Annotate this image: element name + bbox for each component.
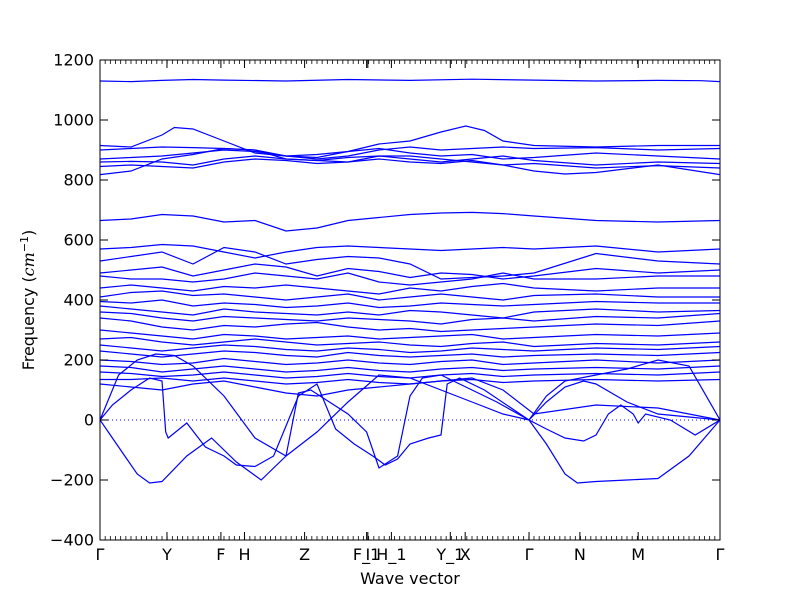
y-tick-label: 600 [63,231,94,250]
y-tick-label: 800 [63,171,94,190]
band-line-2 [100,125,720,157]
band-line-25 [100,371,720,379]
y-tick-label: 0 [84,411,94,430]
y-axis-label-text: Frequency ( [19,276,38,370]
plot-frame [99,59,721,541]
band-line-22 [100,350,720,358]
band-line-11 [100,263,720,280]
x-tick-label: I [365,545,370,564]
band-line-29 [100,374,530,484]
y-axis-label: Frequency (cm−1) [18,230,39,371]
x-tick-label: Γ [716,545,725,564]
x-tick-label: F_1 [353,545,380,565]
x-tick-label: Z [299,545,310,564]
band-line-13 [100,282,720,295]
y-tick-label: 200 [63,351,94,370]
x-tick-label: Y [161,545,172,564]
y-tick-label: 400 [63,291,94,310]
band-line-15 [100,299,720,309]
band-line-34 [528,359,720,421]
band-line-33 [528,419,720,484]
x-axis: Γ Y F H Z F_1I H_1 Y_1X Γ N M Γ [96,60,725,565]
band-line-31 [528,404,720,442]
band-line-7 [100,147,720,176]
x-tick-label: Y_1 [435,545,464,565]
band-line-26 [100,377,720,385]
band-line-17 [100,311,720,325]
minor-ticks [99,60,721,540]
y-tick-label: 1200 [53,51,94,70]
x-tick-label: F [216,545,225,564]
band-line-5 [100,155,720,166]
band-line-8 [100,211,720,232]
y-axis-label-unit: cm [19,252,38,276]
y-tick-label: −400 [50,531,94,550]
series-layer [100,78,720,484]
band-line-16 [100,305,720,319]
band-line-4 [100,147,720,160]
x-tick-label: H_1 [376,545,406,565]
y-axis-label-exp: −1 [18,236,31,252]
band-line-12 [100,272,720,286]
x-tick-label: N [574,545,586,564]
band-line-19 [100,329,720,340]
y-axis: −400 −200 0 200 400 600 800 1000 1200 [50,51,720,550]
x-tick-label: H [238,545,250,564]
y-tick-label: 1000 [53,111,94,130]
x-tick-label: M [631,545,645,564]
band-line-18 [100,317,720,333]
band-line-21 [100,344,720,354]
band-line-9 [100,243,720,259]
x-tick-label: Γ [525,545,534,564]
band-line-10 [100,246,720,280]
band-line-32 [528,380,720,421]
x-tick-label: Γ [96,545,105,564]
y-tick-label: −200 [50,471,94,490]
band-line-30 [100,377,530,468]
band-line-3 [100,146,720,160]
band-line-20 [100,336,720,348]
y-axis-label-close: ) [19,230,38,236]
band-line-14 [100,290,720,301]
plot-background [100,60,720,540]
x-tick-label: X [460,545,471,564]
band-line-1 [100,78,720,83]
band-line-6 [100,158,720,169]
band-line-24 [100,365,720,373]
x-axis-label: Wave vector [360,569,460,588]
